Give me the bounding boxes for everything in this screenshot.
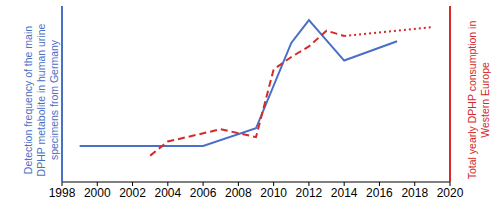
svg-text:2000: 2000 — [84, 186, 111, 200]
svg-text:1998: 1998 — [49, 186, 76, 200]
svg-text:2014: 2014 — [331, 186, 358, 200]
html-text:Detection frequency of the mai: Detection frequency of the main DPHP met… — [22, 23, 60, 177]
svg-text:2018: 2018 — [401, 186, 428, 200]
svg-text:2004: 2004 — [154, 186, 181, 200]
svg-text:2010: 2010 — [260, 186, 287, 200]
svg-text:2008: 2008 — [225, 186, 252, 200]
html-text:Total yearly DPHP consumption: Total yearly DPHP consumption in Western… — [466, 20, 491, 180]
svg-text:2002: 2002 — [119, 186, 146, 200]
svg-text:2012: 2012 — [296, 186, 323, 200]
svg-text:2020: 2020 — [437, 186, 464, 200]
svg-text:2016: 2016 — [366, 186, 393, 200]
svg-text:2006: 2006 — [190, 186, 217, 200]
